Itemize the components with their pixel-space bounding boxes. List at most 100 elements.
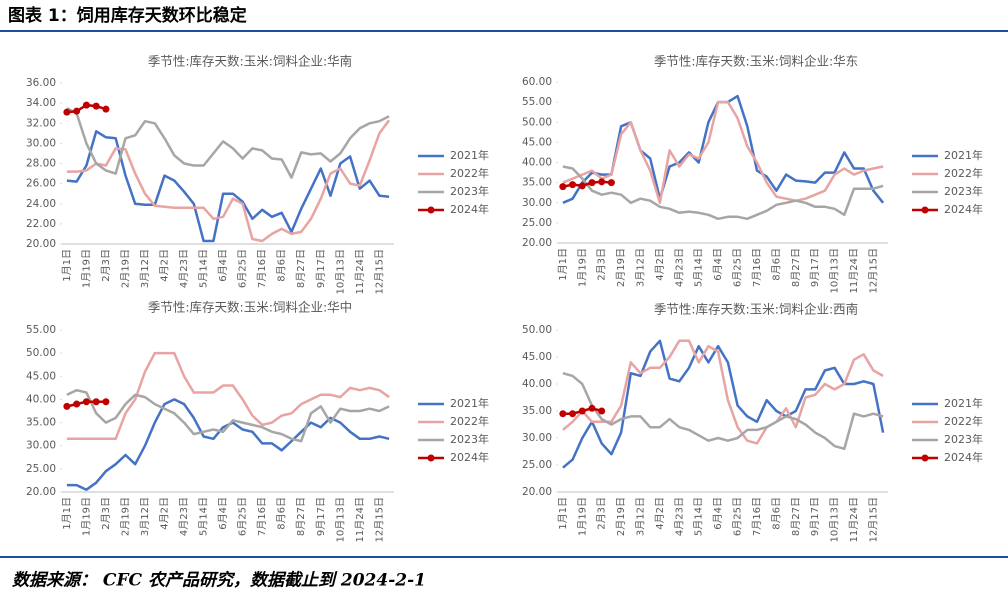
legend-label: 2024年 bbox=[944, 202, 983, 216]
x-tick-label: 5月14日 bbox=[693, 248, 705, 287]
x-tick-label: 2月19日 bbox=[119, 497, 131, 536]
legend-marker bbox=[427, 206, 435, 214]
x-tick-label: 6月4日 bbox=[712, 248, 724, 281]
legend-label: 2021年 bbox=[450, 148, 489, 162]
legend-label: 2022年 bbox=[450, 166, 489, 180]
x-tick-label: 7月16日 bbox=[751, 248, 763, 287]
x-tick-label: 9月17日 bbox=[809, 248, 821, 287]
x-tick-label: 12月15日 bbox=[867, 497, 879, 542]
x-tick-label: 9月17日 bbox=[809, 497, 821, 536]
x-tick-label: 12月15日 bbox=[373, 249, 385, 294]
x-tick-label: 11月24日 bbox=[848, 248, 860, 293]
x-tick-label: 1月19日 bbox=[80, 249, 92, 288]
x-tick-label: 1月19日 bbox=[576, 248, 588, 287]
x-tick-label: 9月17日 bbox=[315, 497, 327, 536]
y-tick-label: 45.00 bbox=[522, 351, 552, 363]
x-tick-label: 11月24日 bbox=[354, 497, 366, 542]
x-tick-label: 11月24日 bbox=[354, 249, 366, 294]
legend-label: 2023年 bbox=[944, 432, 983, 446]
x-tick-label: 8月27日 bbox=[295, 249, 307, 288]
marker bbox=[73, 400, 81, 408]
x-tick-label: 2月3日 bbox=[100, 497, 112, 530]
marker bbox=[569, 410, 577, 418]
x-tick-label: 3月12日 bbox=[139, 497, 151, 536]
series-line bbox=[562, 339, 885, 469]
x-tick-label: 7月16日 bbox=[256, 249, 268, 288]
x-tick-label: 5月14日 bbox=[198, 497, 210, 536]
y-tick-label: 20.00 bbox=[26, 238, 56, 250]
chart-title: 季节性:库存天数:玉米:饲料企业:西南 bbox=[654, 302, 858, 317]
y-tick-label: 25.00 bbox=[26, 463, 56, 475]
y-tick-label: 22.00 bbox=[26, 218, 56, 230]
x-tick-label: 4月2日 bbox=[159, 249, 171, 282]
x-tick-label: 3月12日 bbox=[139, 249, 151, 288]
y-tick-label: 50.00 bbox=[522, 324, 552, 336]
x-tick-label: 5月14日 bbox=[198, 249, 210, 288]
y-tick-label: 36.00 bbox=[26, 77, 56, 89]
x-tick-label: 10月13日 bbox=[829, 248, 841, 293]
x-tick-label: 4月23日 bbox=[178, 249, 190, 288]
x-tick-label: 5月14日 bbox=[693, 497, 705, 536]
x-tick-label: 10月13日 bbox=[829, 497, 841, 542]
x-tick-label: 2月3日 bbox=[596, 497, 608, 530]
x-tick-label: 12月15日 bbox=[867, 248, 879, 293]
y-tick-label: 55.00 bbox=[522, 96, 552, 108]
legend-label: 2023年 bbox=[450, 184, 489, 198]
x-tick-label: 1月1日 bbox=[557, 248, 569, 281]
series-line bbox=[562, 371, 884, 451]
legend-marker bbox=[427, 454, 435, 462]
marker bbox=[588, 179, 596, 187]
series-line bbox=[66, 351, 390, 441]
x-tick-label: 7月16日 bbox=[256, 497, 268, 536]
y-tick-label: 34.00 bbox=[26, 97, 56, 109]
marker bbox=[588, 404, 596, 412]
series-line bbox=[562, 100, 884, 205]
x-tick-label: 6月25日 bbox=[237, 497, 249, 536]
marker bbox=[578, 407, 586, 415]
series-line bbox=[66, 388, 390, 443]
y-tick-label: 40.00 bbox=[26, 393, 56, 405]
x-tick-label: 8月6日 bbox=[770, 248, 782, 281]
x-tick-label: 4月2日 bbox=[654, 248, 666, 281]
chart-title: 季节性:库存天数:玉米:饲料企业:华东 bbox=[654, 54, 858, 69]
legend-label: 2021年 bbox=[944, 148, 983, 162]
y-tick-label: 50.00 bbox=[522, 116, 552, 128]
series-line bbox=[562, 165, 884, 221]
legend-label: 2021年 bbox=[450, 396, 489, 410]
marker bbox=[598, 178, 606, 186]
marker bbox=[578, 182, 586, 190]
y-tick-label: 45.00 bbox=[522, 136, 552, 148]
x-tick-label: 4月2日 bbox=[159, 497, 171, 530]
legend-label: 2021年 bbox=[944, 396, 983, 410]
source-note: 数据来源： CFC 农产品研究，数据截止到 2024-2-1 bbox=[12, 571, 426, 591]
series-line bbox=[66, 119, 391, 243]
x-tick-label: 4月23日 bbox=[178, 497, 190, 536]
x-tick-label: 8月6日 bbox=[276, 249, 288, 282]
x-tick-label: 6月25日 bbox=[732, 248, 744, 287]
marker bbox=[63, 108, 71, 116]
legend-marker bbox=[921, 206, 929, 214]
y-tick-label: 35.00 bbox=[26, 417, 56, 429]
x-tick-label: 6月4日 bbox=[712, 497, 724, 530]
y-tick-label: 45.00 bbox=[26, 370, 56, 382]
figure-title: 图表 1：饲用库存天数环比稳定 bbox=[8, 5, 247, 26]
y-tick-label: 25.00 bbox=[522, 459, 552, 471]
marker bbox=[63, 402, 71, 410]
x-tick-label: 8月27日 bbox=[790, 497, 802, 536]
marker bbox=[92, 102, 100, 110]
y-tick-label: 32.00 bbox=[26, 117, 56, 129]
marker bbox=[102, 105, 110, 113]
y-tick-label: 24.00 bbox=[26, 198, 56, 210]
y-tick-label: 50.00 bbox=[26, 347, 56, 359]
x-tick-label: 4月23日 bbox=[673, 248, 685, 287]
y-tick-label: 26.00 bbox=[26, 178, 56, 190]
marker bbox=[82, 101, 90, 109]
legend-label: 2024年 bbox=[450, 450, 489, 464]
x-tick-label: 6月4日 bbox=[217, 249, 229, 282]
marker bbox=[607, 179, 615, 187]
y-tick-label: 20.00 bbox=[522, 486, 552, 498]
x-tick-label: 6月25日 bbox=[732, 497, 744, 536]
x-tick-label: 2月3日 bbox=[596, 248, 608, 281]
x-tick-label: 6月4日 bbox=[217, 497, 229, 530]
